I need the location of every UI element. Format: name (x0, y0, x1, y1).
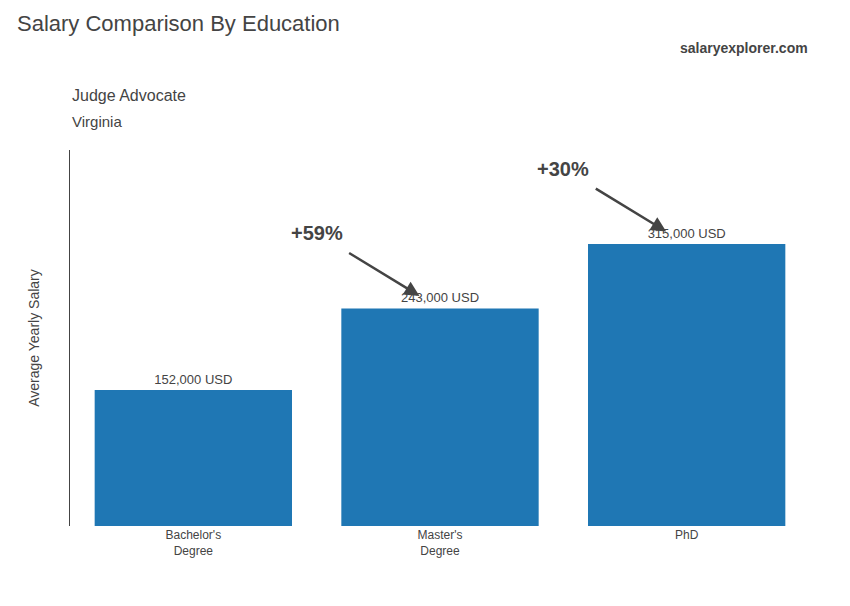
svg-text:Judge Advocate: Judge Advocate (72, 87, 186, 104)
svg-text:+59%: +59% (291, 222, 343, 244)
svg-text:PhD: PhD (675, 528, 699, 542)
svg-text:Average Yearly Salary: Average Yearly Salary (26, 269, 42, 407)
svg-text:+30%: +30% (537, 158, 589, 180)
svg-text:salaryexplorer.com: salaryexplorer.com (680, 40, 808, 56)
svg-text:152,000 USD: 152,000 USD (154, 372, 232, 387)
svg-text:Bachelor'sDegree: Bachelor'sDegree (166, 528, 222, 558)
svg-text:Virginia: Virginia (72, 113, 122, 130)
svg-text:243,000 USD: 243,000 USD (401, 290, 479, 305)
svg-text:315,000 USD: 315,000 USD (648, 226, 726, 241)
svg-text:Master'sDegree: Master'sDegree (418, 528, 463, 558)
svg-text:Salary Comparison By Education: Salary Comparison By Education (17, 11, 340, 36)
